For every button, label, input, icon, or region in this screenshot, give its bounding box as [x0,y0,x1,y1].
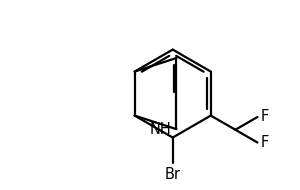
Text: F: F [261,109,269,124]
Text: Br: Br [165,167,181,182]
Text: NH: NH [150,122,171,137]
Text: F: F [261,135,269,150]
